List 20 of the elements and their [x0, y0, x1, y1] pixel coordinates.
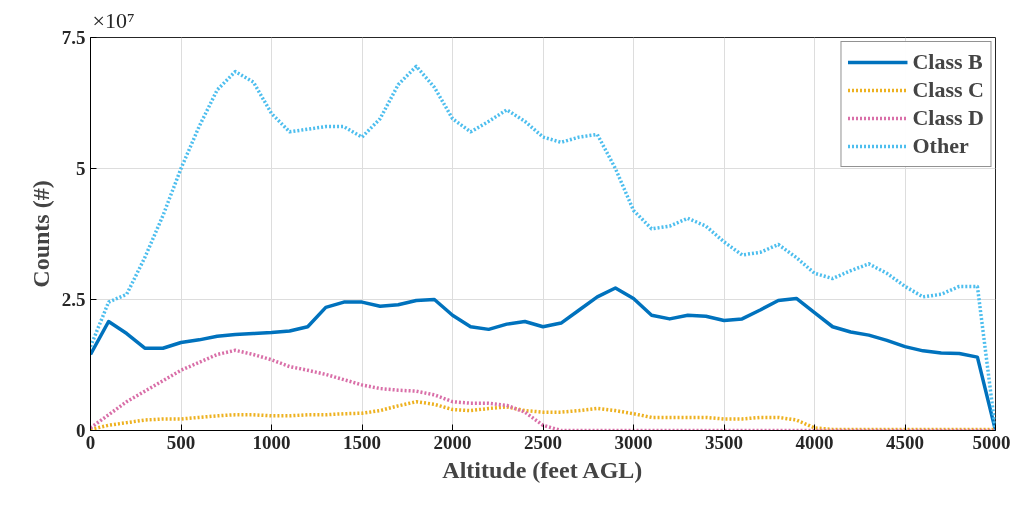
x-tick-label: 1500 — [343, 431, 381, 453]
x-tick-label: 1000 — [252, 431, 291, 453]
legend-label: Class C — [912, 76, 984, 104]
x-tick-label: 2000 — [433, 431, 472, 453]
y-tick-label: 2.5 — [61, 289, 86, 310]
legend-label: Other — [912, 132, 969, 160]
y-axis-title: Counts (#) — [27, 180, 54, 288]
legend-label: Class D — [912, 104, 984, 132]
x-tick-label: 4000 — [795, 431, 834, 453]
x-axis-title: Altitude (feet AGL) — [442, 456, 643, 483]
x-tick-label: 500 — [166, 431, 196, 453]
x-tick-label: 2500 — [524, 431, 562, 453]
x-tick-label: 4500 — [886, 431, 924, 453]
y-tick-label: 5 — [76, 158, 86, 179]
text: ×10⁷ — [92, 7, 135, 33]
y-tick-label: 7.5 — [61, 27, 86, 48]
x-tick-label: 3000 — [614, 431, 653, 453]
x-tick-label: 5000 — [972, 431, 1011, 453]
legend-label: Class B — [912, 48, 983, 76]
x-tick-label: 3500 — [705, 431, 743, 453]
